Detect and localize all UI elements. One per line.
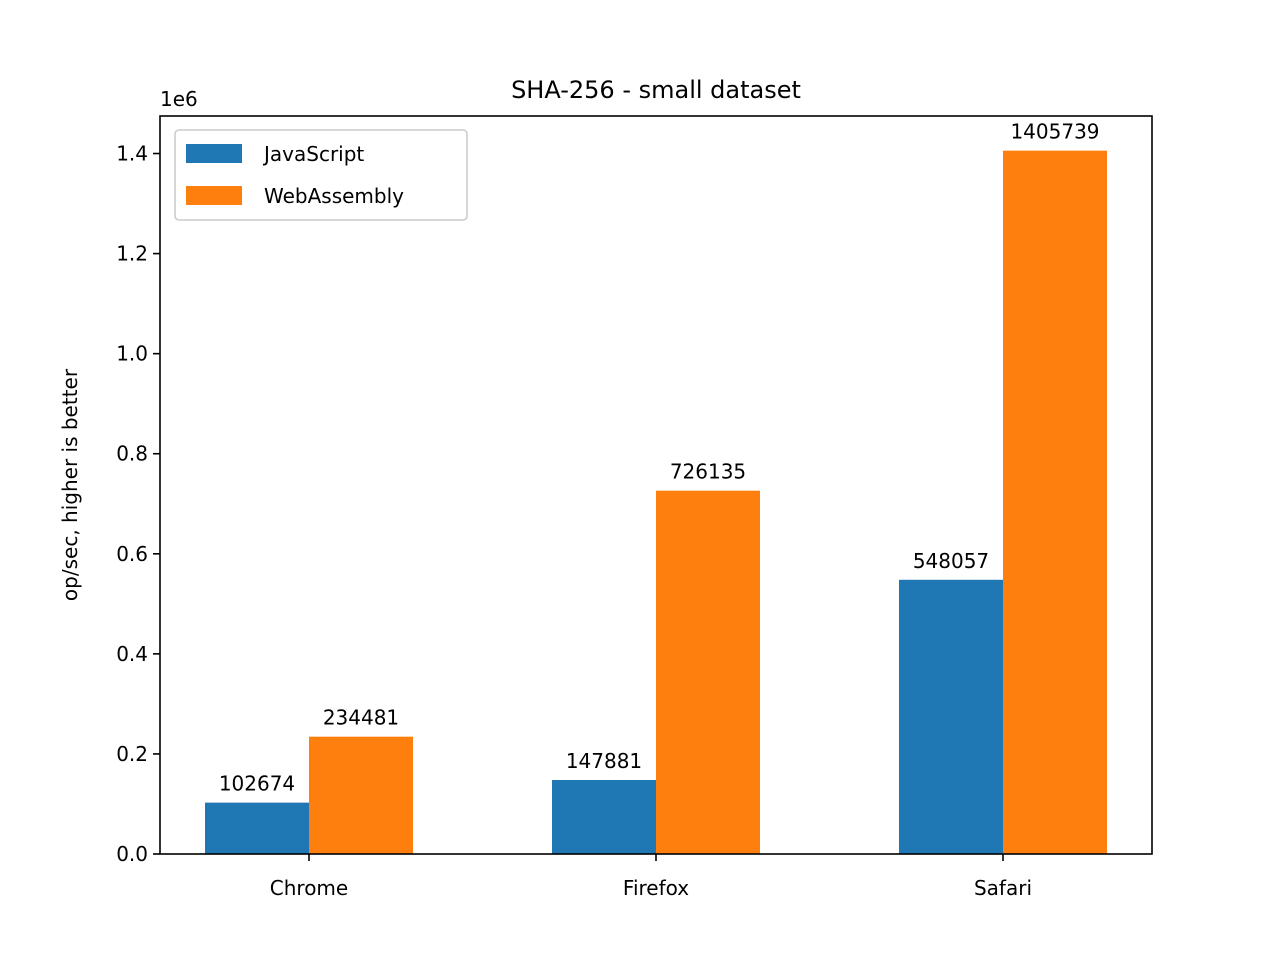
bar-javascript-firefox [552, 780, 656, 854]
y-tick-label: 0.0 [116, 842, 148, 866]
y-tick-label: 0.4 [116, 642, 148, 666]
chart-title: SHA-256 - small dataset [511, 76, 801, 104]
bar-webassembly-firefox [656, 490, 760, 854]
y-tick-label: 0.8 [116, 442, 148, 466]
data-label: 234481 [323, 706, 399, 730]
legend-box [174, 129, 468, 221]
axes-layer: 0.0 0.2 0.4 0.6 0.8 1.0 1.2 1.4 Chrome Firefox Saf… [116, 115, 1153, 900]
y-tick-label: 0.6 [116, 542, 148, 566]
legend-label-javascript: JavaScript [262, 142, 364, 166]
data-label: 147881 [566, 749, 642, 773]
bars-layer [205, 150, 1107, 854]
x-tick-label: Firefox [623, 876, 689, 900]
bar-javascript-chrome [205, 802, 309, 854]
data-label: 102674 [219, 772, 295, 796]
y-axis-scale-label: 1e6 [160, 87, 198, 111]
data-labels-layer: 102674 147881 548057 234481 726135 1405739 [219, 120, 1100, 796]
legend: JavaScript WebAssembly [174, 129, 468, 221]
x-tick-label: Safari [974, 876, 1032, 900]
y-tick-label: 1.0 [116, 342, 148, 366]
legend-swatch-webassembly [186, 186, 242, 205]
legend-swatch-javascript [186, 144, 242, 163]
y-axis-label: op/sec, higher is better [58, 368, 82, 601]
bar-javascript-safari [899, 579, 1003, 854]
data-label: 548057 [913, 549, 989, 573]
y-tick-label: 1.2 [116, 242, 148, 266]
y-tick-label: 1.4 [116, 142, 148, 166]
bar-webassembly-safari [1003, 150, 1107, 854]
data-label: 726135 [670, 460, 746, 484]
data-label: 1405739 [1010, 120, 1099, 144]
x-tick-label: Chrome [270, 876, 348, 900]
y-tick-label: 0.2 [116, 742, 148, 766]
legend-label-webassembly: WebAssembly [264, 184, 404, 208]
bar-webassembly-chrome [309, 736, 413, 854]
